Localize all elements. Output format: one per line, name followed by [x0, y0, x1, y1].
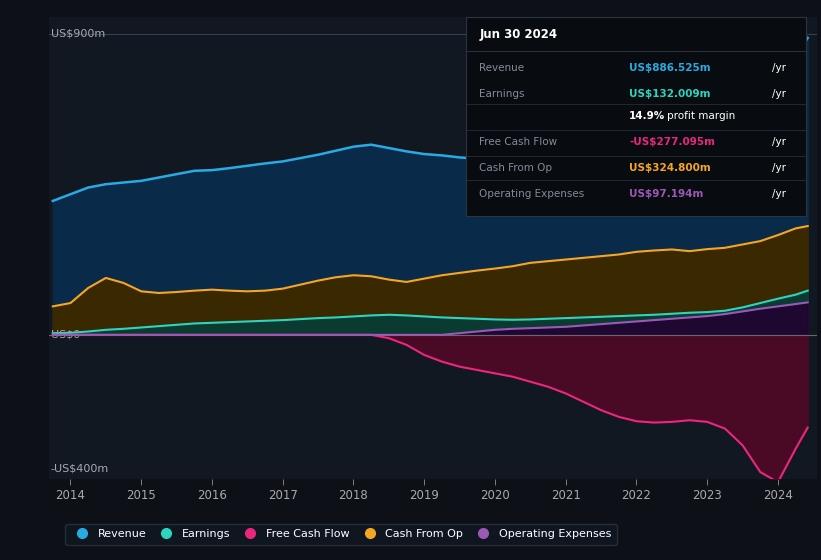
Text: -US$277.095m: -US$277.095m — [629, 137, 715, 147]
Text: Operating Expenses: Operating Expenses — [479, 189, 585, 199]
Text: US$0: US$0 — [51, 330, 80, 340]
Text: Cash From Op: Cash From Op — [479, 163, 553, 173]
Text: Earnings: Earnings — [479, 90, 525, 99]
Text: /yr: /yr — [772, 163, 787, 173]
Text: Free Cash Flow: Free Cash Flow — [479, 137, 557, 147]
Text: US$886.525m: US$886.525m — [629, 63, 711, 73]
Text: /yr: /yr — [772, 137, 787, 147]
Text: Revenue: Revenue — [479, 63, 525, 73]
Text: Jun 30 2024: Jun 30 2024 — [479, 28, 557, 41]
Text: /yr: /yr — [772, 189, 787, 199]
Text: US$324.800m: US$324.800m — [629, 163, 711, 173]
Text: /yr: /yr — [772, 63, 787, 73]
Text: /yr: /yr — [772, 90, 787, 99]
Text: US$97.194m: US$97.194m — [629, 189, 704, 199]
Legend: Revenue, Earnings, Free Cash Flow, Cash From Op, Operating Expenses: Revenue, Earnings, Free Cash Flow, Cash … — [66, 524, 617, 545]
Text: US$132.009m: US$132.009m — [629, 90, 710, 99]
Text: US$900m: US$900m — [51, 29, 105, 39]
Text: -US$400m: -US$400m — [51, 464, 109, 474]
Text: 14.9%: 14.9% — [629, 111, 665, 121]
Text: profit margin: profit margin — [667, 111, 735, 121]
